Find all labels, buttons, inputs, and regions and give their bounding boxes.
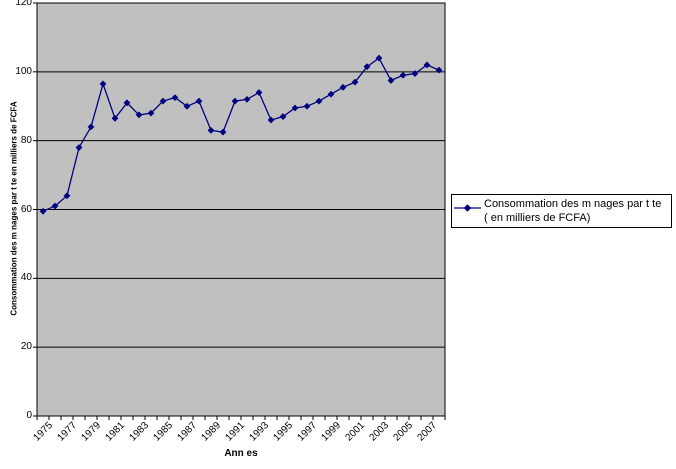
data-point-marker [351,78,359,86]
data-point-marker [243,95,251,103]
data-point-marker [327,90,335,98]
y-tick-label: 60 [20,203,32,215]
data-point-marker [255,89,263,96]
data-point-marker [231,97,239,105]
data-point-marker [411,70,419,77]
data-point-marker [147,109,155,117]
data-point-marker [279,113,287,120]
data-point-marker [423,61,431,69]
data-point-marker [123,99,131,107]
y-tick-label: 20 [20,341,32,353]
data-point-marker [183,102,191,110]
data-point-marker [99,80,107,88]
data-point-marker [195,97,203,105]
data-point-marker [315,97,323,105]
y-tick-label: 100 [15,65,32,77]
y-tick-label: 120 [15,0,32,8]
data-point-marker [363,63,371,71]
data-point-marker [339,83,347,91]
data-point-marker [135,111,143,119]
x-axis-title: Ann es [224,448,258,459]
y-tick-label: 80 [20,134,32,146]
data-point-marker [303,102,311,110]
data-point-marker [291,104,299,112]
data-point-marker [51,202,59,210]
data-point-marker [435,66,443,74]
data-point-marker [171,94,179,102]
data-point-marker [267,116,275,124]
data-point-marker [111,114,119,122]
data-point-marker [387,77,395,84]
legend-series-marker-icon [454,204,481,212]
data-point-marker [75,144,83,151]
data-point-marker [219,128,227,136]
data-point-marker [207,126,215,134]
legend-series-label: Consommation des m nages par t te ( en m… [484,198,662,224]
data-point-marker [63,192,71,200]
data-point-marker [375,54,383,62]
legend-box: Consommation des m nages par t te ( en m… [451,194,672,228]
data-point-marker [39,207,47,215]
y-tick-label: 40 [20,272,32,284]
data-point-marker [399,71,407,79]
y-tick-label: 0 [26,410,32,421]
data-point-marker [87,123,95,131]
data-line [42,57,440,212]
data-point-marker [159,97,167,105]
